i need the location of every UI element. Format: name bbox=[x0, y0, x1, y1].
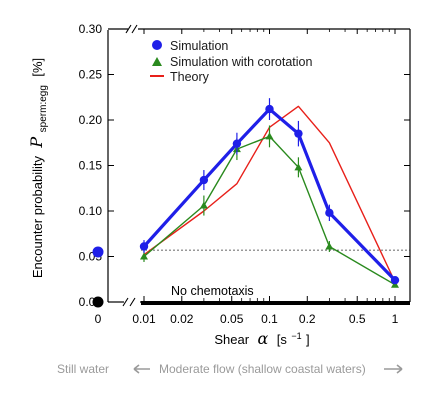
x-tick-label-still-water: 0 bbox=[95, 312, 102, 326]
x-axis-title-symbol: α bbox=[257, 329, 268, 348]
y-axis-title-subscript: sperm:egg bbox=[38, 85, 49, 132]
legend: Simulation Simulation with corotation Th… bbox=[150, 39, 312, 84]
flow-regime-footer: Still water Moderate flow (shallow coast… bbox=[57, 362, 403, 376]
legend-simulation-label: Simulation bbox=[170, 39, 228, 53]
x-tick-label: 0.05 bbox=[220, 312, 244, 326]
x-tick-label: 0.01 bbox=[132, 312, 156, 326]
still-water-no-chemotaxis-point bbox=[92, 296, 104, 308]
simulation-point bbox=[199, 175, 209, 185]
legend-corotation-marker bbox=[152, 57, 162, 66]
moderate-flow-label: Moderate flow (shallow coastal waters) bbox=[159, 362, 366, 376]
y-axis-title-main: Encounter probability bbox=[30, 156, 45, 279]
x-tick-label: 0.5 bbox=[349, 312, 366, 326]
still-water-label: Still water bbox=[57, 362, 109, 376]
no-chemotaxis-annotation: No chemotaxis bbox=[171, 284, 254, 298]
x-tick-label: 1 bbox=[392, 312, 399, 326]
y-tick-label: 0.25 bbox=[79, 68, 103, 82]
y-tick-label: 0.20 bbox=[79, 113, 103, 127]
x-axis-title-main: Shear bbox=[214, 332, 249, 347]
right-arrow-icon bbox=[384, 364, 403, 374]
still-water-simulation-point bbox=[92, 246, 104, 258]
x-axis-title-unit-close: ] bbox=[306, 332, 310, 347]
left-arrow-icon bbox=[133, 364, 150, 374]
y-axis-title: Encounter probability P sperm:egg [%] bbox=[27, 58, 50, 278]
x-axis-title-unit-open: [s bbox=[277, 332, 288, 347]
simulation-point bbox=[390, 275, 400, 285]
corotation-point bbox=[140, 252, 148, 260]
axis-break-top bbox=[125, 24, 138, 34]
simulation-point bbox=[232, 139, 242, 148]
axis-break-bottom bbox=[122, 297, 136, 307]
series-line-1 bbox=[143, 135, 396, 286]
y-axis-title-unit: [%] bbox=[30, 58, 45, 77]
simulation-point bbox=[265, 104, 274, 114]
corotation-point bbox=[294, 163, 303, 171]
simulation-point bbox=[139, 242, 149, 251]
x-tick-label: 0.02 bbox=[170, 312, 194, 326]
corotation-point bbox=[199, 201, 208, 209]
x-tick-label: 0.2 bbox=[299, 312, 316, 326]
x-axis-title: Shear α [s −1 ] bbox=[214, 326, 309, 348]
legend-corotation-label: Simulation with corotation bbox=[170, 55, 312, 69]
x-tick-label: 0.1 bbox=[261, 312, 278, 326]
y-axis-title-symbol: P bbox=[27, 137, 46, 149]
y-tick-label: 0.10 bbox=[79, 204, 103, 218]
series-layer bbox=[139, 98, 400, 288]
legend-theory-label: Theory bbox=[170, 70, 210, 84]
still-water-points bbox=[92, 246, 104, 308]
corotation-point bbox=[265, 132, 274, 140]
x-axis-title-unit-exp: −1 bbox=[291, 331, 301, 341]
legend-simulation-marker bbox=[152, 40, 162, 50]
corotation-point bbox=[325, 242, 334, 250]
y-tick-label: 0.15 bbox=[79, 159, 103, 173]
simulation-point bbox=[325, 208, 334, 218]
y-tick-label: 0.30 bbox=[79, 22, 103, 36]
x-ticks: 0.01 0.02 0.05 0.1 0.2 0.5 1 0 bbox=[95, 29, 399, 326]
simulation-point bbox=[294, 129, 303, 138]
